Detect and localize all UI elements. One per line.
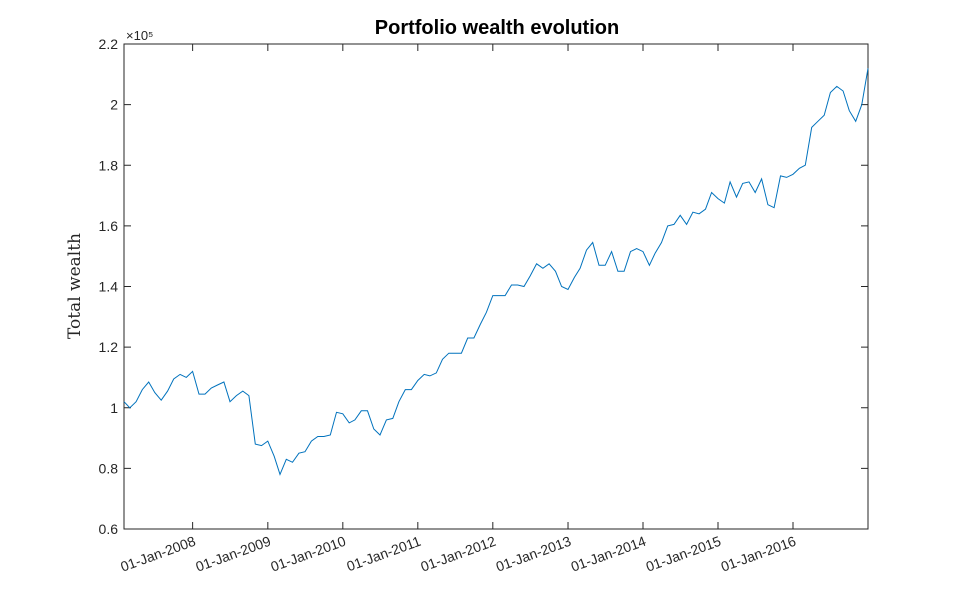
x-tick-label: 01-Jan-2015 (644, 533, 724, 575)
y-tick-label: 2.2 (99, 36, 119, 52)
y-tick-label: 1 (110, 400, 118, 416)
x-tick-label: 01-Jan-2008 (118, 533, 198, 575)
y-tick-label: 1.2 (99, 339, 119, 355)
y-axis-ticks: 0.6 0.8 1 1.2 1.4 1.6 1.8 2 2.2 (99, 36, 868, 537)
y-tick-label: 1.6 (99, 218, 119, 234)
x-tick-label: 01-Jan-2016 (719, 533, 799, 575)
x-tick-label: 01-Jan-2010 (268, 533, 348, 575)
y-tick-label: 1.4 (99, 279, 119, 295)
y-tick-label: 0.8 (99, 460, 119, 476)
x-tick-label: 01-Jan-2013 (494, 533, 574, 575)
x-tick-label: 01-Jan-2011 (344, 533, 423, 575)
plot-area (123, 43, 869, 530)
x-tick-label: 01-Jan-2012 (418, 533, 498, 575)
y-axis-label: Total wealth (65, 233, 85, 339)
x-tick-label: 01-Jan-2009 (193, 533, 273, 575)
y-tick-label: 1.8 (99, 157, 119, 173)
chart-title: Portfolio wealth evolution (375, 17, 619, 39)
y-tick-label: 2 (110, 97, 118, 113)
x-tick-label: 01-Jan-2014 (569, 533, 649, 575)
y-exponent-label: ×10⁵ (126, 28, 153, 43)
y-tick-label: 0.6 (99, 521, 119, 537)
series-line-total-wealth (123, 68, 869, 476)
